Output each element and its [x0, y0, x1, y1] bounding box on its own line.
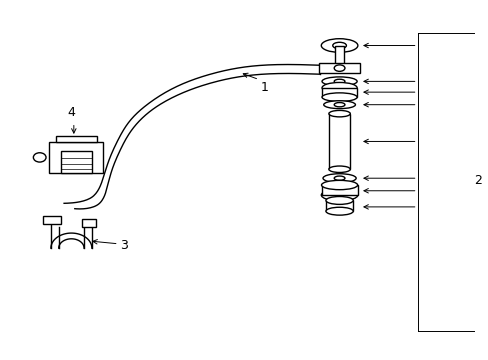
Ellipse shape — [333, 79, 344, 84]
Ellipse shape — [328, 166, 349, 172]
Bar — [328, 114, 349, 169]
Ellipse shape — [325, 207, 352, 215]
Ellipse shape — [323, 174, 355, 183]
Bar — [325, 201, 352, 211]
Text: 4: 4 — [67, 106, 75, 119]
Text: 3: 3 — [120, 239, 128, 252]
Ellipse shape — [33, 153, 46, 162]
Bar — [56, 136, 97, 142]
Ellipse shape — [321, 180, 357, 190]
Ellipse shape — [333, 65, 344, 71]
Ellipse shape — [333, 176, 344, 180]
Text: 1: 1 — [260, 81, 268, 94]
Bar — [82, 220, 96, 227]
Bar — [43, 216, 61, 224]
Ellipse shape — [325, 197, 352, 204]
Bar — [334, 45, 344, 65]
Bar — [61, 151, 92, 173]
Ellipse shape — [321, 189, 357, 201]
Ellipse shape — [328, 111, 349, 117]
Bar — [319, 63, 359, 73]
Bar — [49, 142, 103, 173]
Bar — [321, 185, 357, 195]
Ellipse shape — [332, 42, 346, 49]
Ellipse shape — [322, 93, 356, 102]
Ellipse shape — [333, 103, 344, 107]
Ellipse shape — [322, 77, 356, 86]
Ellipse shape — [321, 39, 357, 52]
Ellipse shape — [323, 101, 355, 109]
Text: 2: 2 — [473, 174, 481, 186]
Bar — [322, 88, 356, 97]
Ellipse shape — [322, 82, 356, 93]
